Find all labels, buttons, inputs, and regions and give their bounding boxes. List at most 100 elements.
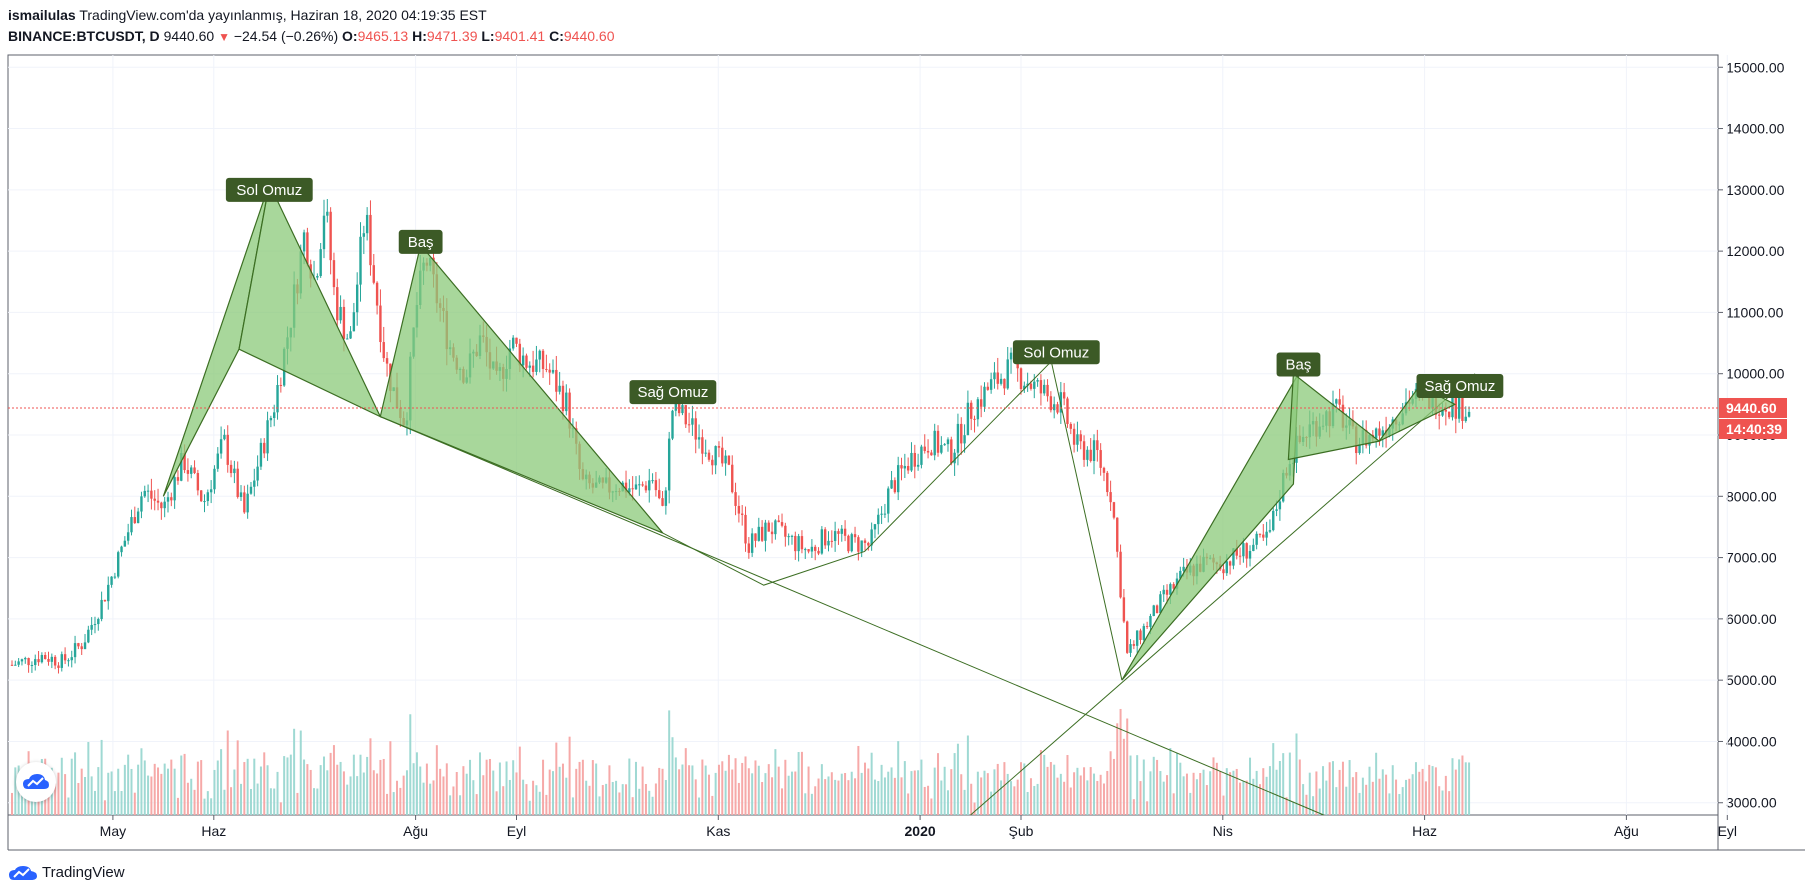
volume-bar xyxy=(170,759,173,815)
volume-bar xyxy=(591,760,594,815)
volume-bar xyxy=(751,773,754,815)
volume-bar xyxy=(711,795,714,815)
volume-bar xyxy=(452,786,455,815)
volume-bar xyxy=(183,753,186,815)
candle-body xyxy=(847,535,850,552)
volume-bar xyxy=(890,767,893,815)
volume-bar xyxy=(266,765,269,815)
volume-bar xyxy=(1391,765,1394,815)
volume-bar xyxy=(140,748,143,815)
candle-body xyxy=(983,386,986,407)
volume-bar xyxy=(366,756,369,815)
volume-bar xyxy=(1046,766,1049,815)
volume-bar xyxy=(60,757,63,815)
candle-body xyxy=(933,430,936,456)
volume-bar xyxy=(1375,752,1378,815)
candle-body xyxy=(332,260,336,288)
hs-pattern-line xyxy=(970,373,1476,816)
volume-bar xyxy=(1122,738,1125,815)
volume-bar xyxy=(873,779,876,815)
candle-body xyxy=(24,658,27,660)
candle-body xyxy=(1457,393,1461,419)
candle-body xyxy=(97,619,100,625)
candle-body xyxy=(249,486,253,494)
candle-body xyxy=(837,531,840,534)
volume-bar xyxy=(996,763,999,815)
close-label: C: xyxy=(549,28,564,44)
author-name[interactable]: ismailulas xyxy=(8,7,76,23)
volume-bar xyxy=(1006,773,1009,815)
volume-bar xyxy=(790,771,793,815)
y-tick-label: 10000.00 xyxy=(1726,366,1785,382)
tradingview-logo[interactable]: TradingView xyxy=(8,864,125,881)
volume-bar xyxy=(545,794,548,815)
volume-bar xyxy=(1438,786,1441,815)
volume-bar xyxy=(425,763,428,815)
volume-bar xyxy=(1328,762,1331,815)
volume-bar xyxy=(455,772,458,815)
candle-body xyxy=(1052,404,1056,411)
volume-bar xyxy=(877,781,880,815)
candle-body xyxy=(531,365,535,372)
volume-bar xyxy=(322,756,325,815)
volume-bar xyxy=(698,797,701,815)
down-arrow-icon: ▼ xyxy=(218,30,230,44)
volume-bar xyxy=(1109,751,1112,815)
candle-body xyxy=(860,540,863,552)
candle-body xyxy=(1258,533,1262,535)
candle-body xyxy=(760,526,764,541)
volume-bar xyxy=(1073,772,1076,815)
candle-body xyxy=(1155,605,1159,613)
candle-body xyxy=(691,418,694,425)
candle-body xyxy=(50,656,54,662)
candle-body xyxy=(352,312,356,332)
candle-body xyxy=(316,275,319,278)
y-tick-label: 8000.00 xyxy=(1726,488,1777,504)
candle-body xyxy=(1451,397,1454,418)
volume-bar xyxy=(57,772,60,815)
candle-body xyxy=(1086,449,1089,460)
candle-body xyxy=(107,584,110,602)
volume-bar xyxy=(1335,787,1338,815)
volume-bar xyxy=(817,778,820,815)
volume-bar xyxy=(913,770,916,815)
volume-bar xyxy=(1239,782,1242,815)
candle-body xyxy=(1338,399,1341,405)
candle-body xyxy=(833,531,837,541)
candle-body xyxy=(166,497,170,502)
volume-bar xyxy=(1199,773,1202,815)
candle-body xyxy=(853,534,857,538)
volume-bar xyxy=(820,764,823,815)
volume-bar xyxy=(973,802,976,815)
candle-body xyxy=(814,546,817,551)
volume-bar xyxy=(1258,784,1261,815)
volume-bar xyxy=(93,790,96,815)
volume-bar xyxy=(897,741,900,815)
candle-body xyxy=(777,520,780,523)
volume-bar xyxy=(1421,768,1424,815)
volume-bar xyxy=(781,788,784,815)
volume-bar xyxy=(937,753,940,815)
candle-body xyxy=(1358,444,1361,454)
candle-body xyxy=(950,439,953,464)
volume-bar xyxy=(927,785,930,815)
volume-bar xyxy=(1139,781,1142,815)
volume-bar xyxy=(1358,792,1361,815)
volume-bar xyxy=(469,759,472,815)
candle-body xyxy=(1079,434,1082,442)
volume-bar xyxy=(249,788,252,815)
hs-pattern-triangle xyxy=(379,243,664,534)
candle-body xyxy=(336,287,339,321)
hs-pattern-triangle xyxy=(238,181,382,418)
candle-body xyxy=(355,284,359,313)
volume-bar xyxy=(1351,777,1354,815)
volume-bar xyxy=(1020,762,1022,815)
volume-bar xyxy=(130,768,133,815)
tradingview-badge[interactable] xyxy=(16,762,56,802)
volume-bar xyxy=(688,765,691,815)
candle-body xyxy=(163,501,166,509)
volume-bar xyxy=(585,780,588,815)
candle-body xyxy=(953,452,956,464)
y-tick-label: 11000.00 xyxy=(1726,304,1784,320)
